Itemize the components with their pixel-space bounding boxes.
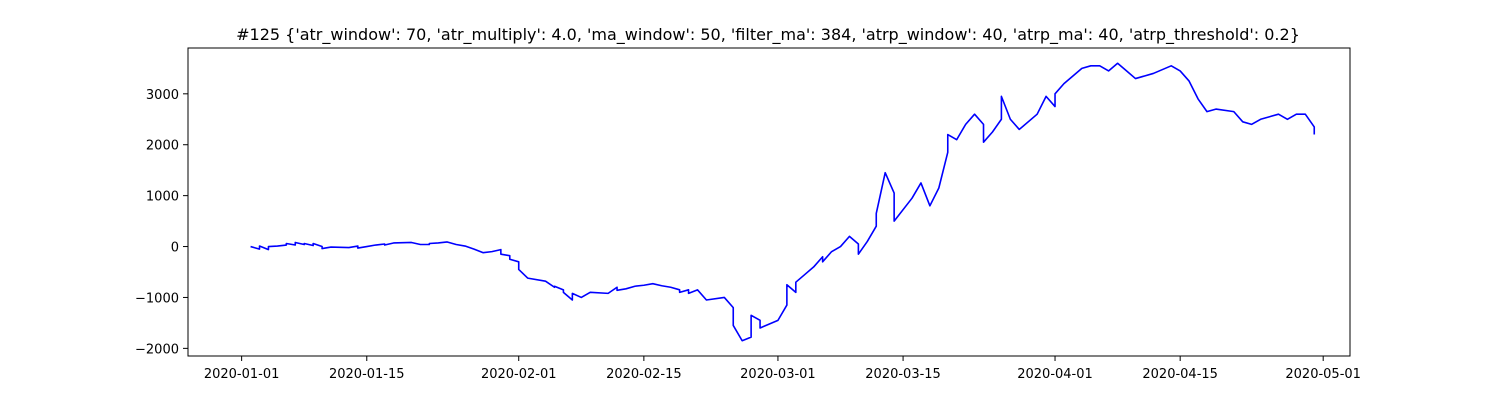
x-tick-label: 2020-03-15 xyxy=(865,367,941,382)
y-tick-label: −1000 xyxy=(135,291,179,306)
x-tick-label: 2020-01-01 xyxy=(204,367,280,382)
x-tick-label: 2020-02-01 xyxy=(481,367,557,382)
y-tick-label: 1000 xyxy=(146,190,179,205)
x-tick-label: 2020-04-15 xyxy=(1142,367,1218,382)
y-tick-label: −2000 xyxy=(135,342,179,357)
y-tick-label: 3000 xyxy=(146,88,179,103)
x-tick-label: 2020-05-01 xyxy=(1285,367,1361,382)
x-tick-label: 2020-04-01 xyxy=(1017,367,1093,382)
x-tick-label: 2020-01-15 xyxy=(329,367,405,382)
plot-frame xyxy=(187,47,1351,357)
axes: 2020-01-01 2020-01-15 2020-02-01 2020-02-15… xyxy=(135,88,1361,382)
y-tick-label: 0 xyxy=(171,241,179,256)
chart-title: #125 {'atr_window': 70, 'atr_multiply': … xyxy=(236,25,1300,45)
plot-area xyxy=(250,62,1316,342)
x-tick-label: 2020-02-15 xyxy=(606,367,682,382)
y-tick-label: 2000 xyxy=(146,139,179,154)
x-tick-label: 2020-03-01 xyxy=(740,367,816,382)
series-line-0 xyxy=(250,62,1316,342)
